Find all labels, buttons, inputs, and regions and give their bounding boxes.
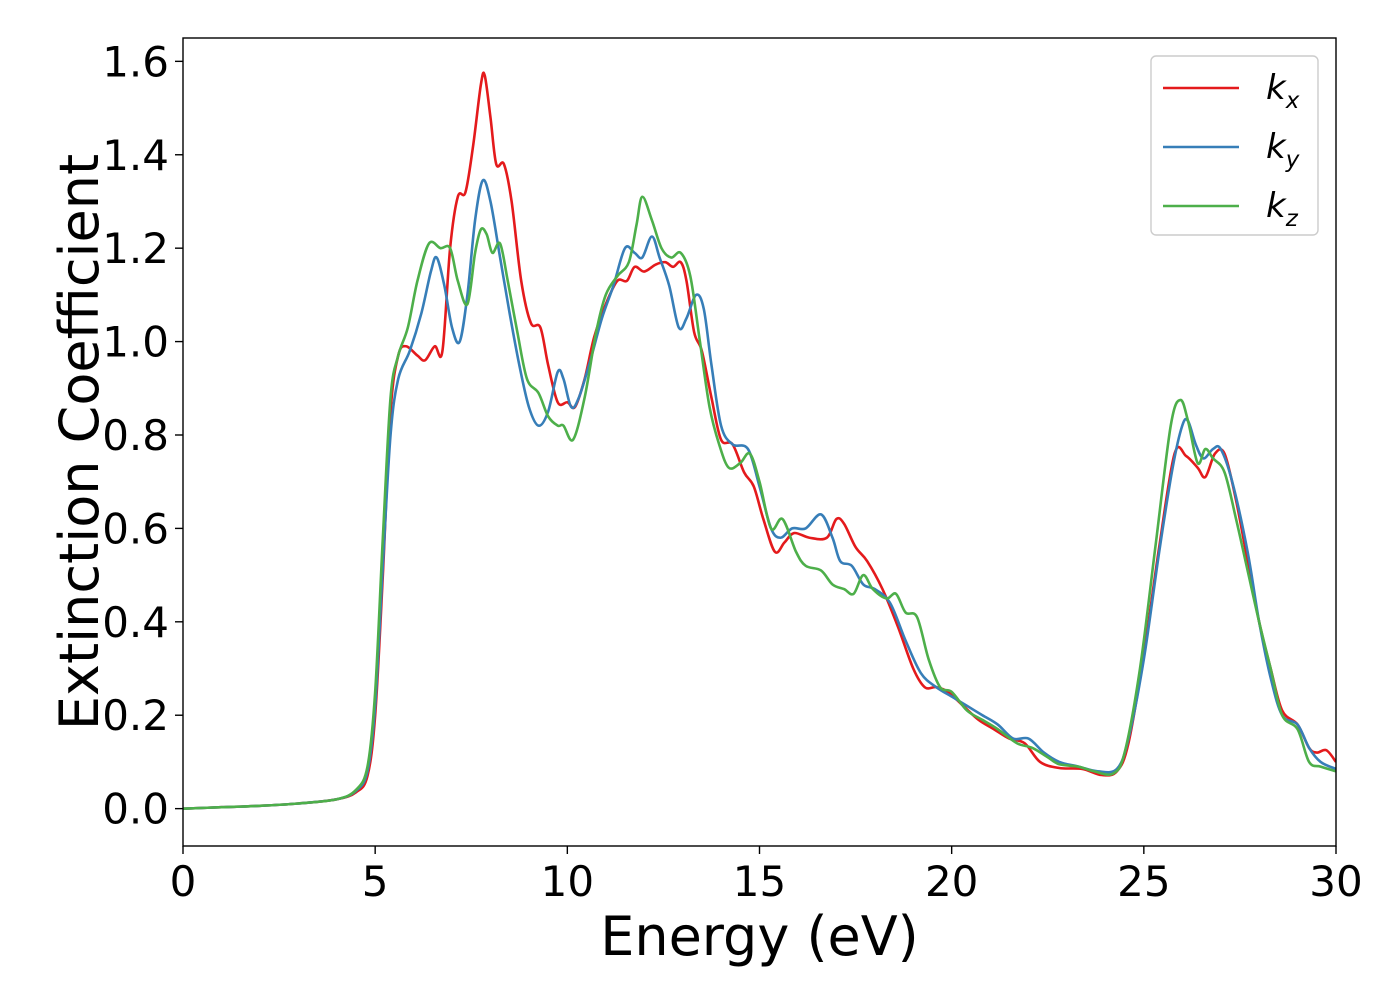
y-axis-ticks: 0.0 0.2 0.4 0.6 0.8 1.0 1.2 1.4 1.6: [102, 37, 183, 834]
y-tick-label: 0.2: [102, 691, 169, 740]
series-line-y: [183, 178, 1336, 810]
x-tick-label: 15: [733, 857, 786, 906]
x-tick-label: 5: [362, 857, 389, 906]
y-tick-label: 0.8: [102, 411, 169, 460]
x-axis-label: Energy (eV): [600, 905, 919, 968]
x-tick-label: 25: [1117, 857, 1170, 906]
y-tick-label: 1.0: [102, 318, 169, 367]
y-tick-label: 1.2: [102, 224, 169, 273]
x-tick-label: 20: [925, 857, 978, 906]
y-tick-label: 0.0: [102, 785, 169, 834]
legend-box: [1150, 55, 1319, 236]
x-tick-label: 10: [541, 857, 594, 906]
y-tick-label: 1.4: [102, 131, 169, 180]
series-layer: [183, 71, 1336, 810]
y-tick-label: 1.6: [102, 37, 169, 86]
x-tick-label: 0: [170, 857, 197, 906]
y-tick-label: 0.4: [102, 598, 169, 647]
x-tick-label: 30: [1309, 857, 1362, 906]
x-axis-ticks: 0 5 10 15 20 25 30: [170, 846, 1363, 906]
y-tick-label: 0.6: [102, 504, 169, 553]
y-axis-label: Extinction Coefficient: [48, 154, 111, 730]
series-line-z: [183, 195, 1336, 810]
